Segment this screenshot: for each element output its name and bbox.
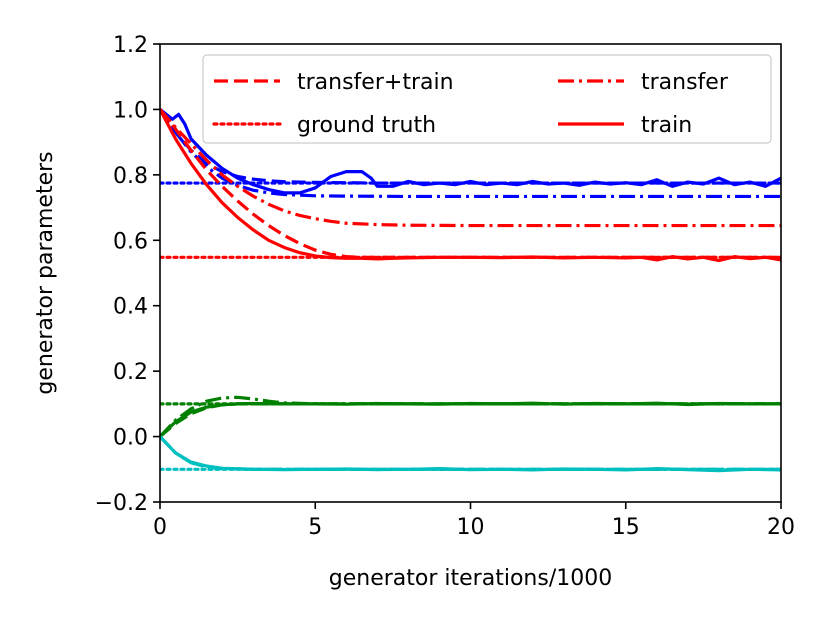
y-tick-label: 0.0 — [113, 426, 148, 451]
x-tick-label: 0 — [153, 515, 167, 540]
series-line-15 — [160, 435, 781, 471]
series-line-14 — [160, 435, 781, 471]
series-line-8 — [160, 108, 781, 263]
series-group — [160, 108, 781, 473]
y-axis-label: generator parameters — [33, 151, 58, 394]
series-line-2 — [160, 108, 781, 185]
ticks: 0 5 10 15 20 −0.2 0.0 0.2 0.4 0.6 0.8 1.0 1.2 — [95, 33, 795, 540]
x-tick-label: 5 — [308, 515, 322, 540]
series-line-3 — [160, 108, 781, 199]
y-tick-label: 0.2 — [113, 360, 148, 385]
x-tick-label: 10 — [457, 515, 485, 540]
y-tick-label: 0.8 — [113, 164, 148, 189]
x-tick-label: 15 — [612, 515, 640, 540]
legend-label: train — [641, 113, 692, 138]
x-axis-label: generator iterations/1000 — [329, 566, 612, 591]
x-tick-label: 20 — [767, 515, 795, 540]
y-tick-label: 0.4 — [113, 295, 148, 320]
legend-label: transfer — [641, 70, 729, 95]
y-tick-label: 1.2 — [113, 33, 148, 58]
y-tick-label: 0.6 — [113, 229, 148, 254]
y-tick-label: 1.0 — [113, 98, 148, 123]
legend-label: ground truth — [297, 113, 436, 138]
legend-box — [202, 54, 772, 144]
legend-label: transfer+train — [297, 70, 454, 95]
y-tick-label: −0.2 — [95, 491, 148, 516]
series-line-4 — [160, 108, 781, 195]
legend: transfer+train transfer ground truth train — [202, 54, 772, 144]
series-line-10 — [160, 402, 781, 438]
series-line-7 — [160, 108, 781, 228]
series-line-16 — [160, 435, 781, 473]
series-line-12 — [160, 401, 781, 438]
